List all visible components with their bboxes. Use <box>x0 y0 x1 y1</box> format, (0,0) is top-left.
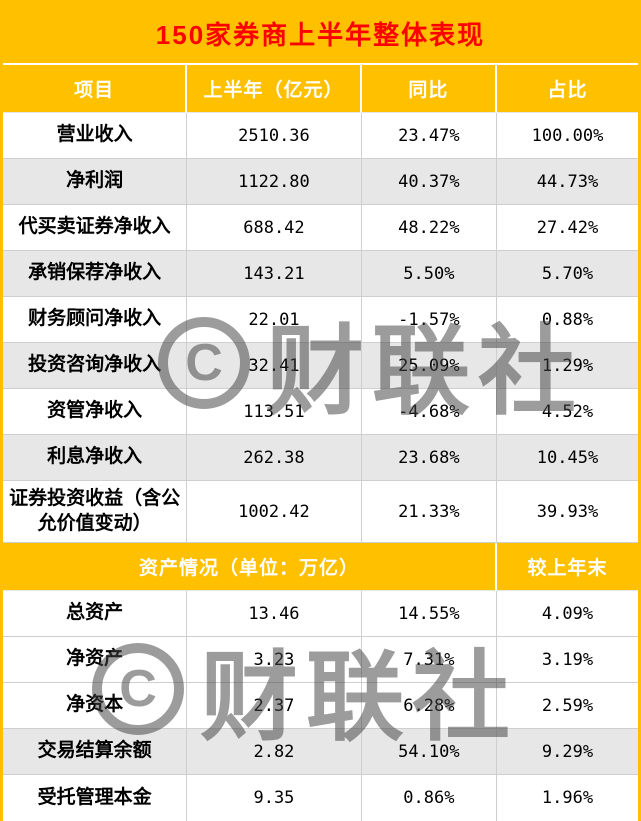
row-change: 4.09% <box>497 591 638 637</box>
row-label: 受托管理本金 <box>3 775 188 821</box>
row-share: 5.70% <box>497 251 638 297</box>
row-yoy: 54.10% <box>361 729 498 775</box>
row-halfyear: 143.21 <box>187 251 362 297</box>
row-yoy: -1.57% <box>361 297 498 343</box>
table2-header-row: 资产情况（单位：万亿） 较上年末 <box>3 543 638 591</box>
row-change: 3.19% <box>497 637 638 683</box>
row-halfyear: 1122.80 <box>187 159 362 205</box>
row-value: 2.37 <box>187 683 362 729</box>
row-yoy: 6.28% <box>361 683 498 729</box>
row-halfyear: 32.41 <box>187 343 362 389</box>
table1-header-row: 项目 上半年（亿元） 同比 占比 <box>3 65 638 113</box>
row-label: 投资咨询净收入 <box>3 343 188 389</box>
col-header-yoy: 同比 <box>361 65 498 113</box>
table2-header-title: 资产情况（单位：万亿） <box>3 543 498 591</box>
table-row: 净资本 2.37 6.28% 2.59% <box>3 683 638 729</box>
row-label: 资管净收入 <box>3 389 188 435</box>
row-halfyear: 113.51 <box>187 389 362 435</box>
table-row: 资管净收入 113.51 -4.68% 4.52% <box>3 389 638 435</box>
row-halfyear: 1002.42 <box>187 481 362 543</box>
row-label: 利息净收入 <box>3 435 188 481</box>
row-yoy: 48.22% <box>361 205 498 251</box>
row-share: 10.45% <box>497 435 638 481</box>
row-yoy: 21.33% <box>361 481 498 543</box>
row-label: 交易结算余额 <box>3 729 188 775</box>
col-header-halfyear: 上半年（亿元） <box>187 65 362 113</box>
row-value: 13.46 <box>187 591 362 637</box>
row-yoy: 40.37% <box>361 159 498 205</box>
row-share: 44.73% <box>497 159 638 205</box>
row-share: 27.42% <box>497 205 638 251</box>
row-change: 9.29% <box>497 729 638 775</box>
row-yoy: 7.31% <box>361 637 498 683</box>
row-halfyear: 262.38 <box>187 435 362 481</box>
table-row: 投资咨询净收入 32.41 25.09% 1.29% <box>3 343 638 389</box>
row-change: 2.59% <box>497 683 638 729</box>
row-yoy: 23.47% <box>361 113 498 159</box>
row-share: 39.93% <box>497 481 638 543</box>
row-value: 9.35 <box>187 775 362 821</box>
row-value: 2.82 <box>187 729 362 775</box>
row-halfyear: 22.01 <box>187 297 362 343</box>
table-row: 受托管理本金 9.35 0.86% 1.96% <box>3 775 638 821</box>
table-row: 利息净收入 262.38 23.68% 10.45% <box>3 435 638 481</box>
row-change: 1.96% <box>497 775 638 821</box>
col-header-share: 占比 <box>497 65 638 113</box>
row-label: 承销保荐净收入 <box>3 251 188 297</box>
row-share: 0.88% <box>497 297 638 343</box>
table2-header-change: 较上年末 <box>497 543 638 591</box>
row-value: 3.23 <box>187 637 362 683</box>
table-row: 总资产 13.46 14.55% 4.09% <box>3 591 638 637</box>
table-row: 营业收入 2510.36 23.47% 100.00% <box>3 113 638 159</box>
row-share: 4.52% <box>497 389 638 435</box>
row-label: 净资产 <box>3 637 188 683</box>
table-row: 证券投资收益（含公允价值变动） 1002.42 21.33% 39.93% <box>3 481 638 543</box>
row-yoy: 25.09% <box>361 343 498 389</box>
table-row: 代买卖证券净收入 688.42 48.22% 27.42% <box>3 205 638 251</box>
row-label: 总资产 <box>3 591 188 637</box>
table-row: 财务顾问净收入 22.01 -1.57% 0.88% <box>3 297 638 343</box>
row-yoy: 5.50% <box>361 251 498 297</box>
row-yoy: 23.68% <box>361 435 498 481</box>
table-row: 净利润 1122.80 40.37% 44.73% <box>3 159 638 205</box>
row-yoy: 0.86% <box>361 775 498 821</box>
row-label: 代买卖证券净收入 <box>3 205 188 251</box>
row-yoy: -4.68% <box>361 389 498 435</box>
row-label: 财务顾问净收入 <box>3 297 188 343</box>
table-row: 交易结算余额 2.82 54.10% 9.29% <box>3 729 638 775</box>
row-label: 证券投资收益（含公允价值变动） <box>3 481 188 543</box>
page-title: 150家券商上半年整体表现 <box>3 3 638 65</box>
row-halfyear: 688.42 <box>187 205 362 251</box>
table-row: 净资产 3.23 7.31% 3.19% <box>3 637 638 683</box>
col-header-item: 项目 <box>3 65 188 113</box>
row-label: 净利润 <box>3 159 188 205</box>
row-label: 营业收入 <box>3 113 188 159</box>
row-share: 1.29% <box>497 343 638 389</box>
table-row: 承销保荐净收入 143.21 5.50% 5.70% <box>3 251 638 297</box>
row-label: 净资本 <box>3 683 188 729</box>
row-share: 100.00% <box>497 113 638 159</box>
row-yoy: 14.55% <box>361 591 498 637</box>
row-halfyear: 2510.36 <box>187 113 362 159</box>
performance-table: 项目 上半年（亿元） 同比 占比 营业收入 2510.36 23.47% 100… <box>3 65 638 821</box>
